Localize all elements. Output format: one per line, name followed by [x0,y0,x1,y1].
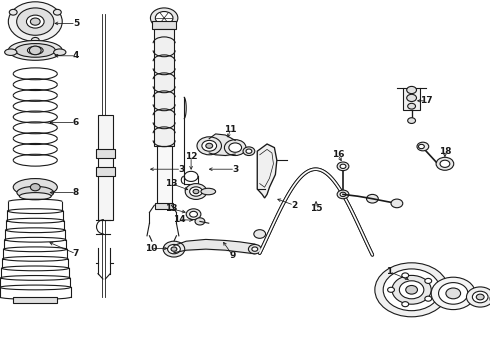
Circle shape [425,296,432,301]
Circle shape [9,9,17,15]
Circle shape [186,209,201,220]
Circle shape [472,291,488,303]
Bar [152,21,176,29]
Ellipse shape [4,49,17,55]
Text: 14: 14 [172,215,185,224]
Circle shape [229,143,242,152]
Circle shape [246,149,252,153]
Circle shape [402,273,409,278]
Circle shape [53,9,61,15]
Circle shape [31,37,39,43]
Circle shape [383,269,440,311]
Ellipse shape [8,40,62,60]
Text: 2: 2 [291,201,297,210]
Circle shape [163,241,185,257]
Circle shape [202,140,217,151]
Circle shape [26,15,44,28]
Circle shape [340,164,346,168]
Circle shape [171,247,177,251]
Circle shape [252,247,258,251]
Text: 3: 3 [232,165,238,174]
Circle shape [337,190,349,199]
Circle shape [391,199,403,208]
Circle shape [425,278,432,283]
Bar [154,29,174,146]
Circle shape [17,8,54,35]
Circle shape [248,244,261,254]
Circle shape [408,118,416,123]
Circle shape [408,103,416,109]
Circle shape [407,86,416,94]
Text: 13: 13 [165,179,178,188]
Circle shape [407,94,416,102]
Circle shape [399,281,424,299]
Circle shape [340,192,346,197]
Text: 13: 13 [165,204,178,213]
Circle shape [206,143,213,148]
Ellipse shape [201,188,216,195]
Circle shape [150,8,178,28]
Circle shape [446,288,461,299]
Text: 3: 3 [178,165,184,174]
Circle shape [402,302,409,307]
Circle shape [337,162,349,171]
Circle shape [185,184,207,199]
Circle shape [439,283,468,304]
Text: 18: 18 [439,147,451,156]
Circle shape [29,46,41,55]
Bar [155,203,173,209]
Text: 6: 6 [73,118,79,127]
Circle shape [193,189,199,194]
Circle shape [195,218,205,225]
Bar [13,297,57,303]
Circle shape [254,230,266,238]
Circle shape [418,144,424,149]
Circle shape [431,277,475,310]
Circle shape [155,12,173,24]
Circle shape [440,160,450,167]
Ellipse shape [53,49,66,55]
Ellipse shape [27,46,43,54]
Circle shape [30,184,40,191]
Text: 4: 4 [73,51,79,60]
Circle shape [476,294,484,300]
Text: 9: 9 [229,251,236,260]
Circle shape [466,287,490,307]
Circle shape [243,147,255,156]
Bar [98,115,113,220]
Circle shape [392,275,431,304]
Ellipse shape [13,179,57,196]
Bar [96,167,115,176]
Polygon shape [257,144,277,198]
Text: 16: 16 [332,150,344,159]
Text: 1: 1 [387,267,392,276]
Text: 5: 5 [73,19,79,28]
Circle shape [190,211,197,217]
Text: 8: 8 [73,188,79,197]
Circle shape [190,187,202,196]
Bar [157,146,172,205]
Text: 15: 15 [310,204,322,213]
Circle shape [406,285,417,294]
Circle shape [375,263,448,317]
Circle shape [197,137,221,155]
Circle shape [417,142,429,151]
Circle shape [8,2,62,41]
Ellipse shape [19,193,51,200]
Bar [96,149,115,158]
Text: 11: 11 [224,125,237,134]
Circle shape [388,287,394,292]
Circle shape [436,157,454,170]
Text: 10: 10 [145,244,157,253]
Ellipse shape [17,186,53,199]
Text: 7: 7 [73,249,79,258]
Circle shape [367,194,378,203]
Text: 17: 17 [420,96,433,105]
Text: 12: 12 [185,152,197,161]
Circle shape [168,244,180,254]
Circle shape [30,18,40,25]
Bar [403,88,420,110]
Ellipse shape [15,44,55,57]
Circle shape [224,140,246,156]
